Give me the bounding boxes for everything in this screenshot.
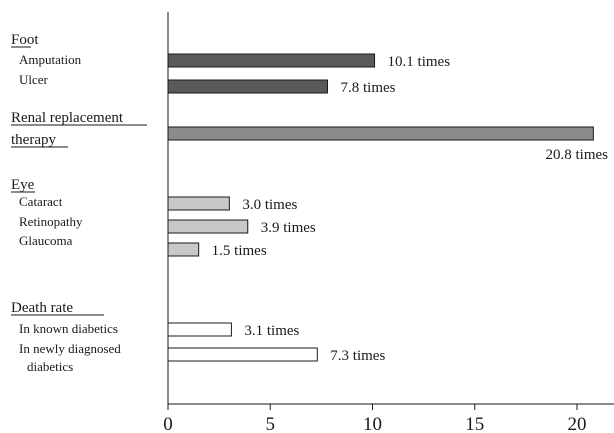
item-label-in-newly-diagnosed-diabetics: diabetics bbox=[27, 359, 73, 374]
item-label-retinopathy: Retinopathy bbox=[19, 214, 83, 229]
item-label-in-newly-diagnosed-diabetics: In newly diagnosed bbox=[19, 341, 121, 356]
value-label: 3.0 times bbox=[242, 197, 297, 213]
x-tick-label: 10 bbox=[363, 414, 382, 433]
x-axis-ticks: 0 5 10 15 20 bbox=[163, 404, 587, 433]
bar-eye-cataract bbox=[167, 196, 230, 211]
value-label: 7.8 times bbox=[341, 80, 396, 96]
bar-death-rate-in-newly-diagnosed-diabetics bbox=[167, 347, 318, 362]
value-label: 10.1 times bbox=[388, 54, 451, 70]
x-tick-label: 5 bbox=[266, 414, 276, 433]
group-label-foot: Foot bbox=[11, 32, 39, 48]
category-labels: Foot Amputation Ulcer Renal replacement ther… bbox=[11, 32, 147, 374]
group-label-renal-replacement-therapy: therapy bbox=[11, 132, 56, 148]
value-label: 7.3 times bbox=[330, 348, 385, 364]
bar-foot-ulcer bbox=[167, 79, 329, 94]
bar-foot-amputation bbox=[167, 53, 376, 68]
value-label: 20.8 times bbox=[546, 147, 609, 163]
group-label-death-rate: Death rate bbox=[11, 300, 73, 316]
value-label: 3.9 times bbox=[261, 220, 316, 236]
group-label-renal-replacement-therapy: Renal replacement bbox=[11, 110, 124, 126]
bar-death-rate-in-known-diabetics bbox=[167, 322, 232, 337]
x-tick-label: 0 bbox=[163, 414, 173, 433]
bar-eye-glaucoma bbox=[167, 242, 200, 257]
item-label-cataract: Cataract bbox=[19, 194, 63, 209]
bar-renal-replacement-therapy bbox=[167, 126, 594, 141]
item-label-amputation: Amputation bbox=[19, 52, 82, 67]
item-label-ulcer: Ulcer bbox=[19, 72, 49, 87]
x-tick-label: 15 bbox=[465, 414, 484, 433]
value-label: 1.5 times bbox=[212, 243, 267, 259]
x-tick-label: 20 bbox=[568, 414, 587, 433]
value-label: 3.1 times bbox=[244, 323, 299, 339]
item-label-in-known-diabetics: In known diabetics bbox=[19, 321, 118, 336]
group-label-eye: Eye bbox=[11, 177, 35, 193]
bar-eye-retinopathy bbox=[167, 219, 249, 234]
item-label-glaucoma: Glaucoma bbox=[19, 233, 73, 248]
bars: 10.1 times 7.8 times 20.8 times 3.0 times 3.… bbox=[167, 53, 609, 364]
